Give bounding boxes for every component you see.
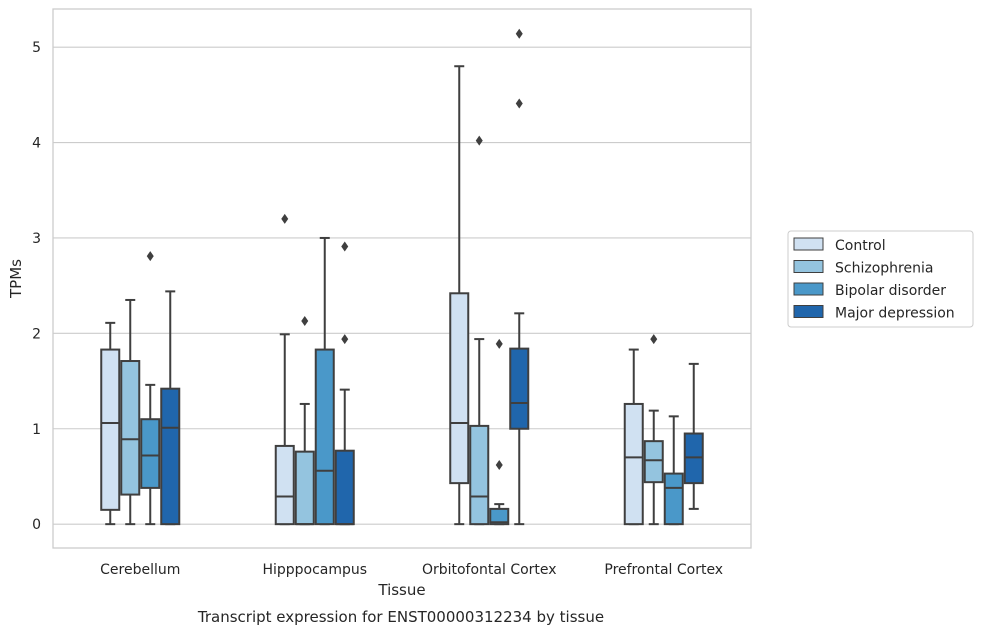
box-3-3: [683, 362, 704, 510]
y-tick-label: 4: [32, 136, 41, 152]
outlier-point: [341, 334, 349, 345]
outlier-point: [281, 213, 289, 224]
box-0-1: [120, 298, 141, 526]
x-tick-label: Prefrontal Cortex: [604, 562, 723, 578]
box-0-2: [140, 251, 161, 526]
box-2-0: [449, 65, 470, 526]
box-body: [334, 449, 355, 526]
legend-label: Major depression: [835, 306, 955, 322]
box-body: [140, 418, 161, 489]
y-tick-label: 3: [32, 231, 41, 247]
legend-swatch: [793, 282, 824, 296]
box-0-0: [100, 321, 121, 526]
box-2-2: [489, 338, 510, 526]
box-body: [294, 450, 315, 526]
x-tick-label: Cerebellum: [100, 562, 180, 578]
box-3-0: [623, 348, 644, 526]
box-body: [160, 387, 181, 526]
legend: Control Schizophrenia Bipolar disorder Majo…: [787, 230, 974, 328]
y-axis-label: TPMs: [7, 259, 25, 299]
box-body: [449, 292, 470, 485]
box-body: [623, 402, 644, 526]
box-1-0: [274, 213, 295, 526]
outlier-point: [341, 241, 349, 252]
box-3-1: [643, 334, 664, 526]
box-body: [643, 440, 664, 484]
y-tick-label: 1: [32, 422, 41, 438]
box-body: [489, 507, 510, 526]
legend-label: Schizophrenia: [835, 261, 933, 277]
chart-caption: Transcript expression for ENST0000031223…: [197, 608, 604, 626]
box-body: [509, 347, 530, 430]
box-0-3: [160, 290, 181, 526]
y-tick-label: 0: [32, 517, 41, 533]
box-body: [314, 348, 335, 526]
outlier-point: [515, 28, 523, 39]
legend-swatch: [793, 237, 824, 251]
legend-item: Bipolar disorder: [793, 282, 946, 299]
y-tick-labels: 0 1 2 3 4 5: [32, 40, 41, 533]
outlier-point: [650, 334, 658, 345]
box-body: [469, 424, 490, 526]
legend-swatch: [793, 305, 824, 318]
outlier-point: [146, 251, 154, 262]
box-3-2: [663, 415, 684, 526]
legend-swatch: [793, 260, 824, 273]
box-1-1: [294, 315, 315, 526]
x-tick-label: Hipppocampus: [262, 562, 367, 578]
outlier-point: [515, 98, 523, 109]
box-1-2: [314, 236, 335, 526]
legend-item: Schizophrenia: [793, 260, 933, 277]
legend-item: Control: [793, 237, 886, 254]
box-2-1: [469, 135, 490, 526]
y-tick-label: 2: [32, 326, 41, 342]
box-groups: [100, 28, 704, 526]
x-axis-label: Tissue: [377, 581, 425, 599]
legend-label: Bipolar disorder: [835, 283, 946, 299]
box-body: [120, 360, 141, 496]
x-tick-labels: Cerebellum Hipppocampus Orbitofontal Corte…: [100, 562, 723, 578]
legend-label: Control: [835, 238, 886, 254]
box-body: [663, 472, 684, 526]
outlier-point: [301, 315, 309, 326]
box-body: [274, 444, 295, 526]
box-2-3: [509, 28, 530, 526]
legend-item: Major depression: [793, 305, 955, 322]
outlier-point: [495, 460, 503, 471]
box-1-3: [334, 241, 355, 526]
outlier-point: [475, 135, 483, 146]
legend-frame: [787, 230, 974, 328]
plot-frame: [52, 8, 752, 549]
x-tick-label: Orbitofontal Cortex: [422, 562, 557, 578]
y-tick-label: 5: [32, 40, 41, 56]
box-body: [100, 348, 121, 511]
outlier-point: [495, 338, 503, 349]
